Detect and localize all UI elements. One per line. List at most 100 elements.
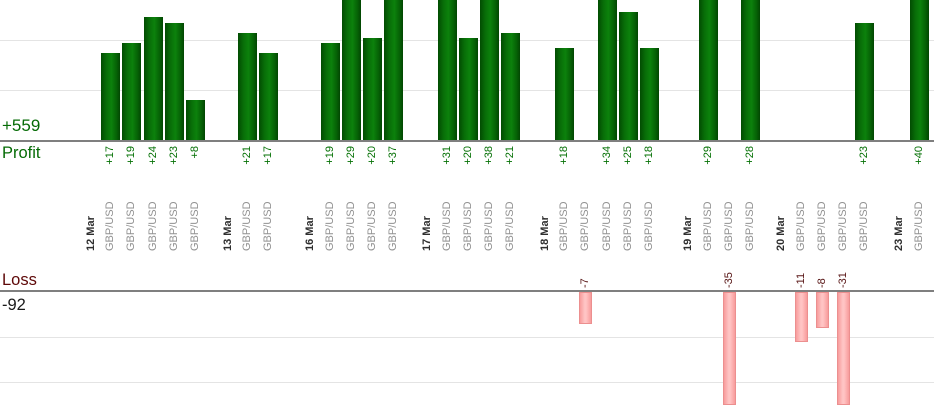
instrument-label: GBP/USD: [125, 201, 138, 251]
instrument-label: GBP/USD: [837, 201, 850, 251]
loss-bar: [794, 292, 808, 342]
loss-bar: [837, 292, 851, 405]
bar-value-label: +29: [701, 146, 714, 165]
instrument-label: GBP/USD: [366, 201, 379, 251]
instrument-label: GBP/USD: [643, 201, 656, 251]
bar-value-label: +29: [344, 146, 357, 165]
profit-bar: [320, 43, 340, 141]
date-label: 18 Mar: [538, 216, 551, 251]
profit-bar: [698, 0, 718, 141]
profit-bar: [618, 12, 638, 141]
bar-value-label: +17: [262, 146, 275, 165]
instrument-label: GBP/USD: [483, 201, 496, 251]
instrument-label: GBP/USD: [344, 201, 357, 251]
instrument-label: GBP/USD: [858, 201, 871, 251]
instrument-label: GBP/USD: [621, 201, 634, 251]
profit-bar: [437, 0, 457, 141]
bar-value-label: +37: [387, 146, 400, 165]
bar-value-label: +17: [104, 146, 116, 165]
instrument-label: GBP/USD: [440, 201, 453, 251]
bar-value-label: +21: [504, 146, 517, 165]
loss-bar: [579, 292, 593, 324]
date-label: 20 Mar: [775, 216, 787, 251]
date-label: 13 Mar: [221, 216, 234, 251]
bar-value-label: +19: [125, 146, 138, 165]
instrument-label: GBP/USD: [241, 201, 253, 251]
bar-value-label: +20: [461, 146, 474, 165]
profit-bar: [164, 23, 184, 141]
profit-bar: [855, 23, 875, 141]
profit-bar: [143, 17, 163, 141]
instrument-label: GBP/USD: [722, 201, 735, 251]
loss-bar: [815, 292, 829, 328]
bar-value-label: +38: [483, 146, 496, 165]
bar-value-label: +18: [558, 146, 570, 165]
instrument-label: GBP/USD: [701, 201, 714, 251]
bar-value-label: +8: [189, 146, 202, 159]
bar-value-label: -7: [579, 278, 592, 288]
bar-value-label: +34: [600, 146, 613, 165]
instrument-label: GBP/USD: [387, 201, 400, 251]
profit-bar: [101, 53, 120, 141]
profit-bar: [597, 0, 617, 141]
instrument-label: GBP/USD: [104, 201, 116, 251]
bar-value-label: +18: [643, 146, 656, 165]
date-label: 16 Mar: [304, 216, 316, 251]
instrument-label: GBP/USD: [558, 201, 570, 251]
profit-bar: [341, 0, 361, 141]
instrument-label: GBP/USD: [504, 201, 517, 251]
bar-value-label: +31: [440, 146, 453, 165]
profit-bar: [480, 0, 500, 141]
profit-axis-line: [0, 140, 934, 142]
date-label: 19 Mar: [682, 216, 694, 251]
profit-bar: [363, 38, 383, 141]
bar-value-label: +28: [744, 146, 757, 165]
profit-bar: [501, 33, 521, 141]
profit-total: +559: [2, 116, 41, 135]
instrument-label: GBP/USD: [579, 201, 592, 251]
gridline: [0, 382, 934, 383]
bar-value-label: +23: [858, 146, 871, 165]
profit-axis-label: Profit: [2, 144, 41, 162]
bar-value-label: -31: [837, 272, 850, 288]
instrument-label: GBP/USD: [189, 201, 202, 251]
profit-bar: [741, 0, 761, 141]
loss-axis-label: Loss: [2, 271, 37, 289]
bar-value-label: +19: [323, 146, 336, 165]
profit-bar: [122, 43, 142, 141]
bar-value-label: -8: [815, 278, 828, 288]
profit-bar: [640, 48, 660, 141]
instrument-label: GBP/USD: [815, 201, 828, 251]
instrument-label: GBP/USD: [323, 201, 336, 251]
profit-bar: [186, 100, 206, 141]
date-label: 17 Mar: [421, 216, 433, 251]
instrument-label: GBP/USD: [912, 201, 925, 251]
bar-value-label: +23: [167, 146, 180, 165]
bar-value-label: +25: [621, 146, 634, 165]
date-label: 23 Mar: [893, 216, 905, 251]
instrument-label: GBP/USD: [262, 201, 275, 251]
date-label: 12 Mar: [84, 216, 97, 251]
bar-value-label: +24: [146, 146, 159, 165]
instrument-label: GBP/USD: [146, 201, 159, 251]
profit-bar: [458, 38, 478, 141]
loss-bar: [722, 292, 736, 405]
instrument-label: GBP/USD: [461, 201, 474, 251]
bar-value-label: -35: [722, 272, 735, 288]
profit-bar: [384, 0, 404, 141]
instrument-label: GBP/USD: [600, 201, 613, 251]
profit-bar: [259, 53, 279, 141]
profit-bar: [555, 48, 574, 141]
instrument-label: GBP/USD: [167, 201, 180, 251]
bar-value-label: +40: [912, 146, 925, 165]
instrument-label: GBP/USD: [744, 201, 757, 251]
gridline: [0, 337, 934, 338]
loss-total: -92: [2, 296, 26, 314]
profit-bar: [238, 33, 257, 141]
loss-axis-line: [0, 290, 934, 292]
bar-value-label: -11: [794, 272, 807, 288]
instrument-label: GBP/USD: [794, 201, 807, 251]
bar-value-label: +20: [366, 146, 379, 165]
profit-bar: [909, 0, 929, 141]
